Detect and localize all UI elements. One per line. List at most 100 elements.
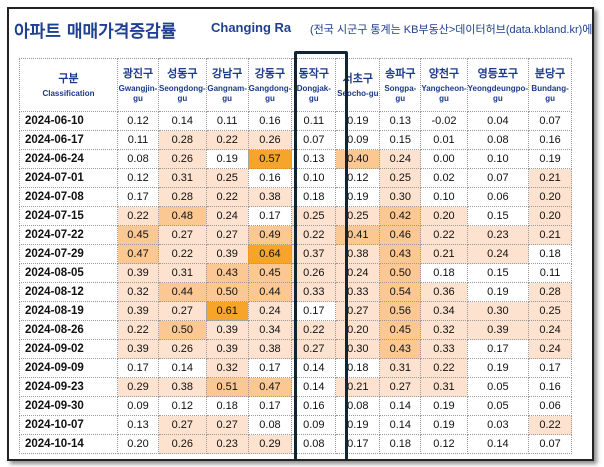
table-row: 2024-07-15 0.22 0.48 0.24 0.17 0.25 0.25 0.42 0.…: [19, 206, 573, 226]
table-row: 2024-06-24 0.08 0.26 0.19 0.57 0.13 0.40 0.24 0.…: [19, 149, 573, 169]
rate-cell: 0.46: [379, 225, 422, 245]
rate-cell: 0.16: [291, 396, 337, 416]
rate-cell: 0.23: [205, 434, 249, 454]
table-row: 2024-07-22 0.45 0.27 0.27 0.49 0.22 0.41 0.46 0.…: [19, 225, 573, 245]
rate-cell: 0.39: [117, 301, 159, 321]
rate-cell: 0.24: [205, 206, 249, 226]
rate-cell: 0.28: [158, 130, 207, 150]
rate-cell: 0.34: [420, 301, 468, 321]
rate-cell: 0.33: [335, 282, 381, 302]
rate-cell: 0.01: [420, 130, 468, 150]
rate-cell: 0.49: [247, 225, 293, 245]
rate-cell: 0.08: [335, 396, 381, 416]
table-row: 2024-06-10 0.12 0.14 0.11 0.16 0.11 0.19 0.13 -0…: [19, 111, 573, 131]
rate-cell: 0.22: [117, 206, 159, 226]
rate-cell: 0.13: [117, 415, 159, 435]
rate-cell: 0.17: [291, 301, 337, 321]
rate-cell: 0.21: [528, 168, 573, 188]
row-date: 2024-07-01: [19, 168, 118, 188]
rate-cell: 0.00: [420, 149, 468, 169]
rate-cell: 0.19: [466, 282, 530, 302]
header-district-ko: 동작구: [298, 66, 329, 80]
rate-cell: 0.32: [420, 320, 468, 340]
rate-cell: 0.17: [117, 358, 159, 378]
rate-cell: 0.39: [117, 339, 159, 359]
header-district: 분당구 Bundang-gu: [528, 58, 573, 112]
rate-cell: -0.02: [420, 111, 468, 131]
row-date: 2024-06-10: [19, 111, 118, 131]
rate-cell: 0.51: [205, 377, 249, 397]
row-date: 2024-08-12: [19, 282, 118, 302]
rate-cell: 0.15: [466, 206, 530, 226]
rate-cell: 0.17: [247, 396, 293, 416]
row-date: 2024-07-22: [19, 225, 118, 245]
rate-cell: 0.38: [247, 187, 293, 207]
rate-cell: 0.45: [117, 225, 159, 245]
rate-cell: 0.08: [247, 415, 293, 435]
rate-cell: 0.39: [117, 263, 159, 283]
rate-cell: 0.43: [205, 263, 249, 283]
row-date: 2024-07-08: [19, 187, 118, 207]
table-body: 2024-06-10 0.12 0.14 0.11 0.16 0.11 0.19 0.13 -0…: [19, 111, 573, 454]
rate-cell: 0.24: [379, 149, 422, 169]
rate-cell: 0.56: [379, 301, 422, 321]
rate-cell: 0.17: [117, 187, 159, 207]
rate-cell: 0.22: [528, 415, 573, 435]
header-district-en: Gangnam-gu: [207, 83, 247, 103]
table-row: 2024-06-17 0.11 0.28 0.22 0.26 0.07 0.09 0.15 0.…: [19, 130, 573, 150]
rate-cell: 0.22: [117, 320, 159, 340]
rate-cell: 0.18: [335, 358, 381, 378]
rate-cell: 0.37: [291, 244, 337, 264]
table-row: 2024-07-29 0.47 0.22 0.39 0.64 0.37 0.38 0.43 0.…: [19, 244, 573, 264]
table-row: 2024-08-26 0.22 0.50 0.39 0.34 0.22 0.20 0.45 0.…: [19, 320, 573, 340]
title-bar: 아파트 매매가격증감률 Changing Ra (전국 시군구 통계는 KB부동…: [9, 9, 592, 49]
rate-cell: 0.09: [291, 415, 337, 435]
rate-cell: 0.47: [247, 377, 293, 397]
rate-cell: 0.25: [528, 301, 573, 321]
rate-cell: 0.10: [466, 149, 530, 169]
rate-cell: 0.17: [528, 358, 573, 378]
rate-cell: 0.23: [466, 225, 530, 245]
rate-cell: 0.38: [158, 377, 207, 397]
rate-cell: 0.10: [291, 168, 337, 188]
table-row: 2024-09-02 0.39 0.26 0.39 0.38 0.27 0.30 0.43 0.…: [19, 339, 573, 359]
rate-cell: 0.27: [335, 301, 381, 321]
row-date: 2024-10-07: [19, 415, 118, 435]
rate-cell: 0.20: [335, 320, 381, 340]
rate-cell: 0.24: [528, 339, 573, 359]
rate-cell: 0.21: [528, 225, 573, 245]
rate-cell: 0.45: [247, 263, 293, 283]
rate-cell: 0.18: [291, 187, 337, 207]
rate-cell: 0.38: [247, 339, 293, 359]
row-date: 2024-06-17: [19, 130, 118, 150]
rate-cell: 0.16: [247, 111, 293, 131]
rate-cell: 0.07: [528, 111, 573, 131]
rate-cell: 0.03: [466, 415, 530, 435]
header-classification-en: Classification: [42, 88, 95, 98]
rate-cell: 0.07: [466, 168, 530, 188]
rate-cell: 0.27: [291, 339, 337, 359]
rate-cell: 0.11: [205, 111, 249, 131]
row-date: 2024-06-24: [19, 149, 118, 169]
rate-cell: 0.21: [335, 377, 381, 397]
rate-cell: 0.14: [379, 415, 422, 435]
rate-cell: 0.29: [117, 377, 159, 397]
rate-cell: 0.12: [420, 434, 468, 454]
rate-cell: 0.13: [379, 111, 422, 131]
table-row: 2024-08-12 0.32 0.44 0.50 0.44 0.33 0.33 0.54 0.…: [19, 282, 573, 302]
header-district-ko: 강동구: [254, 66, 286, 80]
header-district: 광진구 Gwangjin-gu: [117, 58, 159, 112]
rate-cell: 0.22: [205, 130, 249, 150]
row-date: 2024-10-14: [19, 434, 118, 454]
price-change-table: 구분 Classification 광진구 Gwangjin-gu 성동구 Seon…: [19, 58, 573, 454]
rate-cell: 0.42: [379, 206, 422, 226]
table-row: 2024-09-23 0.29 0.38 0.51 0.47 0.14 0.21 0.27 0.…: [19, 377, 573, 397]
header-district-ko: 양천구: [428, 66, 460, 80]
row-date: 2024-09-02: [19, 339, 118, 359]
rate-cell: 0.19: [466, 358, 530, 378]
header-district-en: Seongdong-gu: [159, 83, 206, 103]
rate-cell: 0.26: [158, 434, 207, 454]
rate-cell: 0.48: [158, 206, 207, 226]
rate-cell: 0.27: [158, 415, 207, 435]
rate-cell: 0.39: [205, 320, 249, 340]
